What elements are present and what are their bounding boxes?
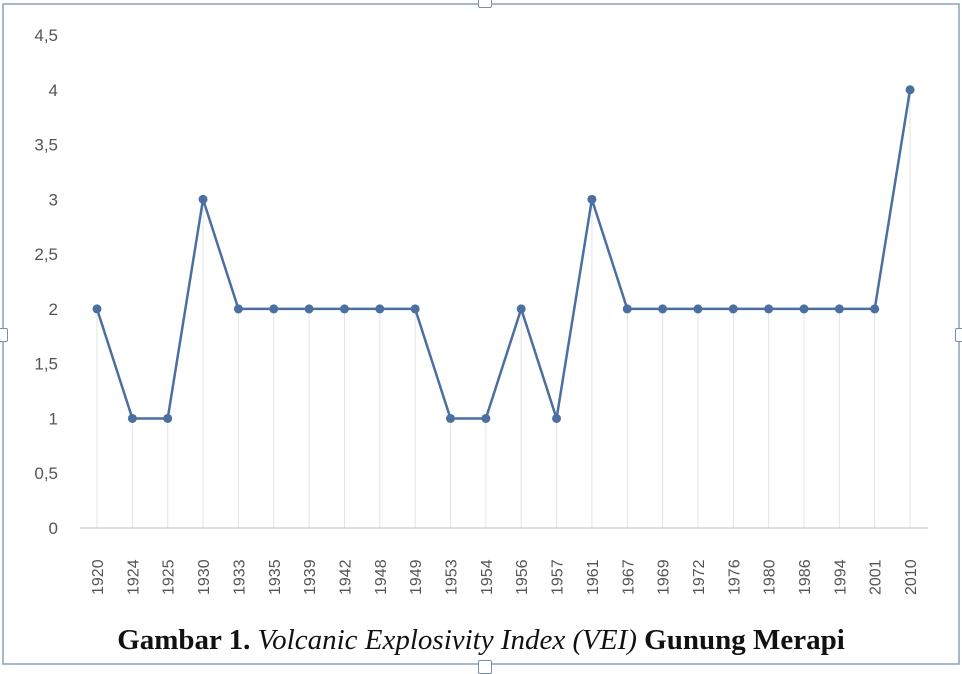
data-point (622, 304, 632, 314)
data-point (552, 413, 562, 423)
y-tick-label: 0,5 (34, 464, 58, 483)
data-point (163, 413, 173, 423)
data-point (198, 194, 208, 204)
x-tick-label: 1994 (832, 559, 849, 595)
data-point (516, 304, 526, 314)
data-point (446, 413, 455, 423)
data-point (587, 194, 597, 204)
x-tick-label: 1930 (196, 559, 213, 595)
y-axis-ticks: 0 0,5 1 1,5 2 2,5 3 3,5 4 4,5 (34, 26, 58, 538)
data-point (693, 304, 703, 314)
data-point (375, 304, 385, 314)
y-tick-label: 2,5 (34, 245, 58, 264)
data-point (870, 304, 880, 314)
y-tick-label: 0 (49, 519, 58, 538)
data-point (834, 304, 844, 314)
y-tick-label: 1,5 (34, 355, 58, 374)
x-tick-label: 1986 (797, 559, 814, 595)
x-tick-label: 1954 (479, 559, 496, 595)
data-point (481, 413, 491, 423)
x-tick-label: 1939 (302, 559, 319, 595)
x-tick-label: 1956 (514, 559, 531, 595)
x-tick-label: 1933 (231, 559, 248, 595)
x-tick-label: 1949 (408, 559, 425, 595)
data-point (728, 304, 738, 314)
data-point (658, 304, 668, 314)
x-tick-label: 1967 (620, 559, 637, 595)
data-point (233, 304, 243, 314)
x-tick-label: 1961 (585, 559, 602, 595)
data-point (764, 304, 774, 314)
y-tick-label: 2 (49, 300, 58, 319)
y-tick-label: 4,5 (34, 26, 58, 45)
resize-handle-bottom[interactable] (478, 660, 492, 674)
resize-handle-top[interactable] (478, 0, 492, 8)
x-tick-label: 1969 (656, 559, 673, 595)
resize-handle-left[interactable] (0, 328, 8, 342)
data-point (339, 304, 349, 314)
series-markers (92, 85, 915, 423)
x-tick-label: 1980 (762, 559, 779, 595)
data-point (799, 304, 809, 314)
x-tick-label: 1957 (550, 559, 567, 595)
data-point (127, 413, 137, 423)
caption-italic: Volcanic Explosivity Index (VEI) (257, 624, 637, 656)
caption-suffix: Gunung Merapi (644, 624, 845, 656)
data-point (269, 304, 279, 314)
x-tick-label: 1924 (125, 559, 142, 595)
data-point (304, 304, 314, 314)
data-point (92, 304, 102, 314)
y-tick-label: 1 (49, 409, 58, 428)
data-point (410, 304, 420, 314)
x-tick-label: 1920 (90, 559, 107, 595)
x-gridlines (96, 89, 911, 528)
series-line-vei (95, 89, 912, 420)
data-point (905, 85, 915, 95)
x-tick-label: 1972 (691, 559, 708, 595)
x-tick-label: 1935 (267, 559, 284, 595)
x-tick-label: 1953 (444, 559, 461, 595)
resize-handle-right[interactable] (955, 328, 962, 342)
x-tick-label: 2010 (903, 559, 920, 595)
x-tick-label: 1925 (161, 559, 178, 595)
x-axis-ticks: 1920 1924 1925 1930 1933 1935 1939 1942 1948 1949… (90, 559, 920, 595)
y-tick-label: 3 (49, 190, 58, 209)
x-tick-label: 1948 (373, 559, 390, 595)
y-tick-label: 3,5 (34, 136, 58, 155)
x-tick-label: 1942 (337, 559, 354, 595)
y-tick-label: 4 (49, 81, 58, 100)
figure-caption: Gambar 1. Volcanic Explosivity Index (VE… (0, 624, 962, 657)
x-tick-label: 2001 (868, 559, 885, 595)
x-tick-label: 1976 (726, 559, 743, 595)
caption-prefix: Gambar 1. (117, 624, 251, 656)
line-chart: 0 0,5 1 1,5 2 2,5 3 3,5 4 4,5 1920 1924 1925 1930 193… (34, 26, 928, 595)
